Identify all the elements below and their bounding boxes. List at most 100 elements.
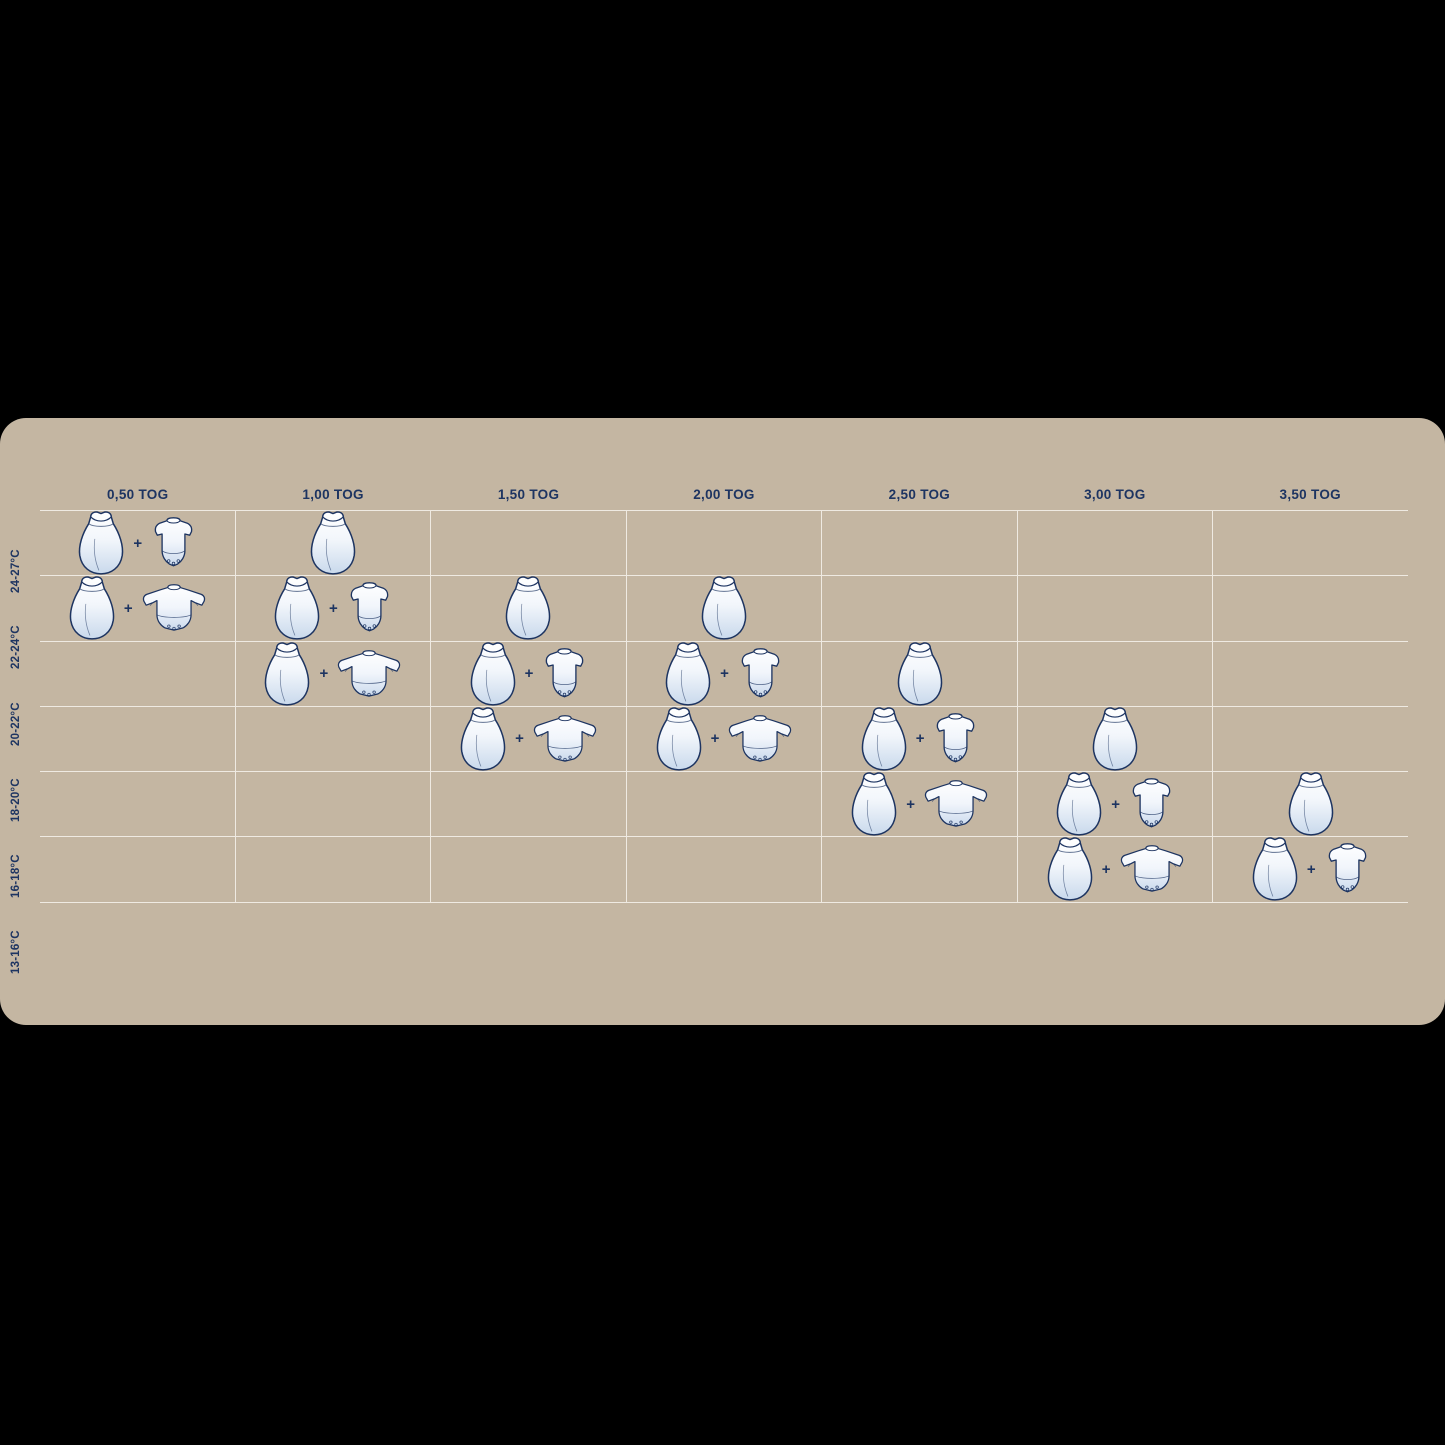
bodysuit-sleeveless-icon bbox=[546, 647, 584, 698]
plus-icon: + bbox=[328, 599, 338, 617]
cell-r3-c6 bbox=[1018, 641, 1214, 706]
column-header-5: 2,50 TOG bbox=[888, 487, 951, 502]
plus-icon: + bbox=[710, 730, 720, 748]
cell-r1-c4 bbox=[627, 511, 823, 576]
sleeping-bag-icon bbox=[1046, 836, 1094, 902]
bodysuit-longsleeve-icon bbox=[532, 714, 598, 764]
row-temperature-label-4: 18-20°C bbox=[10, 777, 22, 822]
row-temperature-label-6: 13-16°C bbox=[10, 930, 22, 974]
plus-icon: + bbox=[1111, 795, 1121, 813]
sleeping-bag-icon bbox=[701, 576, 747, 641]
cell-r6-c6: + bbox=[1018, 836, 1214, 902]
cell-r2-c5 bbox=[822, 576, 1018, 641]
plus-icon: + bbox=[123, 599, 133, 617]
sleeping-bag-icon bbox=[860, 706, 908, 772]
cell-r6-c7: + bbox=[1213, 837, 1408, 902]
column-header-2: 1,00 TOG bbox=[302, 487, 364, 502]
bodysuit-longsleeve-icon bbox=[338, 649, 401, 697]
bodysuit-sleeveless-icon bbox=[154, 517, 193, 567]
bodysuit-longsleeve-icon bbox=[924, 780, 988, 827]
sleeping-bag-icon bbox=[700, 575, 748, 641]
sleeping-bag-icon bbox=[274, 576, 320, 641]
cell-r4-c4: + bbox=[627, 706, 823, 772]
sleeping-bag-icon bbox=[897, 641, 942, 706]
sleeping-bag-icon bbox=[1288, 772, 1334, 836]
bodysuit-sleeveless-icon bbox=[346, 581, 393, 635]
cell-r5-c4 bbox=[627, 772, 823, 837]
bodysuit-longsleeve-icon bbox=[533, 715, 596, 762]
cell-r4-c1 bbox=[40, 706, 236, 772]
cell-r5-c3 bbox=[431, 772, 627, 837]
cell-r1-c7 bbox=[1213, 511, 1408, 575]
plus-icon: + bbox=[133, 534, 143, 552]
bodysuit-sleeveless-icon bbox=[937, 713, 975, 763]
bodysuit-sleeveless-icon bbox=[737, 647, 784, 701]
bodysuit-longsleeve-icon bbox=[1120, 845, 1183, 893]
row-temperature-label-3: 20-22°C bbox=[10, 701, 22, 746]
cell-r6-c4 bbox=[627, 837, 823, 902]
column-header-7: 3,50 TOG bbox=[1279, 487, 1341, 502]
table-row: + + bbox=[40, 771, 1408, 838]
bodysuit-sleeveless-icon bbox=[1132, 778, 1171, 828]
sleeping-bag-icon bbox=[655, 706, 703, 772]
cell-r4-c6 bbox=[1018, 706, 1214, 772]
bodysuit-sleeveless-icon bbox=[741, 647, 780, 698]
bodysuit-sleeveless-icon bbox=[1328, 843, 1366, 893]
table-header-row: 0,50 TOG 1,00 TOG 1,50 TOG 2,00 TOG 2,50 TOG… bbox=[40, 480, 1408, 510]
cell-r4-c7 bbox=[1213, 707, 1408, 771]
plus-icon: + bbox=[1101, 860, 1111, 878]
plus-icon: + bbox=[915, 730, 925, 748]
plus-icon: + bbox=[524, 665, 534, 683]
sleeping-bag-icon bbox=[77, 510, 125, 576]
plus-icon: + bbox=[1306, 860, 1316, 878]
cell-r4-c2 bbox=[236, 706, 432, 772]
cell-r2-c7 bbox=[1213, 576, 1408, 640]
sleeping-bag-icon bbox=[664, 641, 712, 707]
cell-r1-c1: + bbox=[40, 510, 236, 576]
bodysuit-sleeveless-icon bbox=[1324, 842, 1371, 896]
sleeping-bag-icon bbox=[263, 641, 311, 707]
cell-r2-c6 bbox=[1018, 576, 1214, 641]
sleeping-bag-icon bbox=[665, 641, 711, 706]
table-row: + + bbox=[40, 575, 1408, 642]
plus-icon: + bbox=[720, 665, 729, 683]
cell-r3-c2: + bbox=[236, 641, 432, 707]
cell-r1-c6 bbox=[1018, 511, 1214, 576]
cell-r6-c3 bbox=[431, 837, 627, 902]
cell-r3-c5 bbox=[822, 641, 1018, 707]
bodysuit-longsleeve-icon bbox=[1119, 844, 1185, 894]
cell-r2-c4 bbox=[627, 575, 823, 641]
sleeping-bag-icon bbox=[79, 511, 124, 575]
bodysuit-longsleeve-icon bbox=[727, 714, 793, 764]
sleeping-bag-icon bbox=[273, 575, 321, 641]
cell-r5-c5: + bbox=[822, 772, 1018, 837]
row-temperature-label-1: 24-27°C bbox=[10, 549, 22, 594]
bodysuit-sleeveless-icon bbox=[1128, 777, 1175, 831]
cell-r6-c1 bbox=[40, 837, 236, 902]
sleeping-bag-icon bbox=[1252, 837, 1298, 902]
column-header-3: 1,50 TOG bbox=[497, 487, 560, 502]
cell-r2-c1: + bbox=[40, 576, 236, 641]
cell-r3-c7 bbox=[1213, 642, 1408, 706]
sleeping-bag-icon bbox=[265, 641, 310, 706]
cell-r3-c3: + bbox=[431, 641, 627, 706]
tog-temperature-chart-card: 24-27°C 22-24°C 20-22°C 18-20°C 16-18°C 13-16… bbox=[0, 418, 1445, 1025]
cell-r5-c2 bbox=[236, 772, 432, 837]
sleeping-bag-icon bbox=[656, 707, 701, 771]
cell-r1-c3 bbox=[431, 511, 627, 576]
bodysuit-sleeveless-icon bbox=[932, 712, 979, 766]
table-row: + bbox=[40, 510, 1408, 577]
cell-r1-c5 bbox=[822, 511, 1018, 576]
sleeping-bag-icon bbox=[69, 576, 115, 641]
cell-r2-c2: + bbox=[236, 575, 432, 641]
bodysuit-longsleeve-icon bbox=[141, 583, 207, 633]
sleeping-bag-icon bbox=[506, 576, 551, 641]
column-header-4: 2,00 TOG bbox=[693, 487, 755, 502]
sleeping-bag-icon bbox=[1287, 771, 1335, 837]
column-header-1: 0,50 TOG bbox=[106, 487, 169, 502]
bodysuit-longsleeve-icon bbox=[142, 584, 205, 632]
plus-icon: + bbox=[319, 665, 329, 683]
sleeping-bag-icon bbox=[896, 641, 944, 707]
sleeping-bag-icon bbox=[1091, 706, 1139, 772]
